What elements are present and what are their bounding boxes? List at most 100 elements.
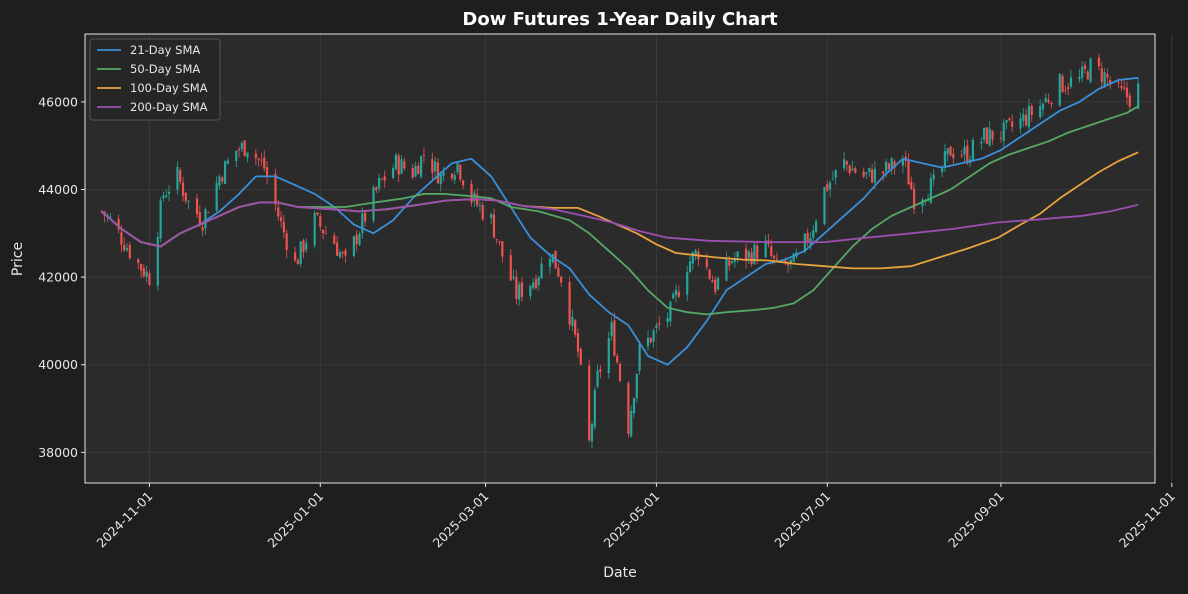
candle-up [529, 284, 532, 300]
candle-down [293, 247, 297, 262]
candle-down [618, 362, 622, 383]
y-tick-label: 42000 [38, 270, 78, 285]
candle-down [431, 152, 434, 181]
candle-body [181, 182, 185, 196]
candle-up [125, 242, 129, 253]
candle-up [478, 201, 482, 213]
candle-body [831, 178, 834, 180]
candle-up [400, 154, 403, 175]
candle-body [952, 153, 955, 159]
candle-body [1019, 118, 1022, 129]
candle-body [204, 209, 207, 229]
candle-body [179, 170, 182, 182]
candle-down [520, 277, 524, 302]
x-axis-label: Date [603, 565, 636, 581]
candle-down [616, 353, 619, 364]
legend-label-100-day-sma: 100-Day SMA [130, 81, 208, 95]
candle-up [299, 241, 302, 268]
series-layer [101, 76, 1139, 366]
candle-body [599, 369, 602, 372]
candle-body [481, 205, 484, 220]
candle-up [789, 259, 792, 270]
candle-up [868, 167, 871, 177]
candle-up [361, 207, 364, 239]
candle-up [540, 257, 543, 279]
candle-down [139, 263, 143, 278]
candle-body [960, 155, 963, 157]
candle-down [613, 312, 616, 357]
candle-body [1047, 100, 1050, 102]
candle-body [826, 183, 829, 191]
candle-body [1030, 105, 1033, 115]
candle-up [1058, 73, 1061, 107]
candle-body [932, 174, 935, 180]
candle-down [711, 275, 714, 283]
candle-body [730, 261, 734, 263]
candle-up [358, 231, 361, 247]
candle-body [316, 212, 319, 215]
candle-up [674, 284, 678, 303]
candle-down [1125, 81, 1129, 105]
candle-body [490, 214, 493, 219]
candle-down [1097, 53, 1101, 71]
candle-body [1089, 58, 1092, 82]
candle-up [434, 156, 437, 179]
candle-body [1064, 89, 1067, 91]
candle-down [263, 150, 266, 172]
candle-up [607, 331, 610, 379]
candle-body [1125, 87, 1129, 98]
candle-up [812, 224, 815, 243]
candle-body [512, 276, 515, 279]
candle-body [1061, 76, 1064, 93]
candle-body [1022, 114, 1025, 122]
candle-body [378, 177, 381, 189]
candle-down [949, 145, 952, 156]
candle-up [823, 186, 826, 226]
candle-down [557, 263, 560, 278]
candle-up [851, 160, 854, 171]
candle-body [548, 258, 552, 267]
candle-up [338, 249, 341, 259]
candle-up [223, 159, 227, 184]
candle-body [380, 178, 384, 180]
candle-down [848, 164, 851, 176]
y-tick-label: 40000 [38, 357, 78, 372]
candle-body [1097, 57, 1101, 67]
candle-down [862, 167, 865, 179]
candle-down [579, 347, 582, 366]
candle-body [260, 159, 263, 161]
candle-body [333, 235, 336, 245]
candle-body [568, 282, 571, 325]
candle-down [492, 208, 496, 239]
candle-body [422, 155, 426, 156]
candle-up [372, 184, 375, 224]
candle-down [534, 274, 538, 290]
candle-body [1027, 106, 1031, 128]
candle-down [184, 192, 187, 205]
candle-up [226, 157, 229, 165]
candle-body [400, 159, 403, 174]
plot-frame [84, 33, 1156, 484]
candle-body [708, 269, 711, 279]
candle-body [195, 198, 199, 215]
candle-down [296, 257, 299, 265]
candle-body [983, 128, 986, 140]
candle-body [184, 192, 187, 202]
candle-body [358, 233, 361, 245]
candle-down [1106, 68, 1109, 85]
candle-down [1086, 70, 1089, 80]
candle-body [159, 200, 162, 239]
candle-up [1137, 77, 1140, 109]
candle-down [1011, 114, 1014, 133]
candle-body [364, 212, 367, 222]
candle-down [462, 179, 465, 189]
candle-down [826, 180, 829, 193]
candle-body [434, 161, 437, 172]
candle-up [686, 265, 689, 301]
candle-up [963, 139, 966, 163]
candle-body [293, 252, 297, 261]
legend-label-200-day-sma: 200-Day SMA [130, 100, 208, 114]
candle-body [142, 267, 145, 277]
candle-body [341, 252, 344, 254]
